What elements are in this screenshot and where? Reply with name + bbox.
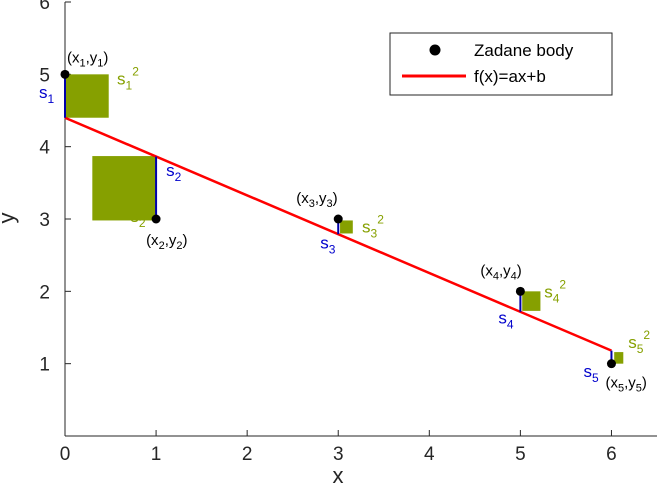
residual-label: s5 xyxy=(583,362,599,385)
residual-label: s2 xyxy=(166,161,182,184)
point-label: (x2,y2) xyxy=(146,232,187,252)
squared-residuals xyxy=(65,74,624,364)
legend-point-marker xyxy=(429,44,441,56)
y-tick-label: 2 xyxy=(39,282,50,303)
y-tick-label: 1 xyxy=(39,355,50,376)
x-tick-label: 5 xyxy=(515,444,526,465)
annotations: (x1,y1) (x2,y2) (x3,y3) (x4,y4) (x5,y5) s1 s2 s… xyxy=(39,49,650,394)
residual-label: s1 xyxy=(39,83,55,106)
x-axis-label: x xyxy=(333,463,344,488)
x-tick-label: 2 xyxy=(242,444,253,465)
y-tick-label: 3 xyxy=(39,210,50,231)
y-tick-label: 6 xyxy=(39,0,50,14)
residual-label: s3 xyxy=(320,234,336,257)
square-label: s52 xyxy=(628,328,650,356)
x-tick-label: 3 xyxy=(333,444,344,465)
square-label: s22 xyxy=(130,202,152,230)
data-points xyxy=(60,69,616,369)
square-label: s32 xyxy=(362,212,384,240)
legend-label-line: f(x)=ax+b xyxy=(474,67,546,86)
squared-residual-square xyxy=(614,352,624,364)
point-label: (x5,y5) xyxy=(605,375,646,395)
squared-residual-square xyxy=(340,220,353,234)
x-tick-label: 4 xyxy=(424,444,435,465)
legend-label-points: Zadane body xyxy=(474,41,574,60)
point-label: (x1,y1) xyxy=(67,49,108,69)
x-tick-label: 6 xyxy=(606,444,617,465)
point-label: (x3,y3) xyxy=(296,190,337,210)
data-point xyxy=(606,359,616,369)
squared-residual-square xyxy=(522,291,541,311)
y-tick-label: 5 xyxy=(39,65,50,86)
y-axis-label: y xyxy=(0,213,19,224)
axes: 0 1 2 3 4 5 6 1 2 3 4 5 6 xyxy=(39,0,657,465)
data-point xyxy=(515,286,525,296)
y-tick-label: 4 xyxy=(39,138,50,159)
data-point xyxy=(333,214,343,224)
residual-label: s4 xyxy=(498,309,514,332)
x-tick-label: 1 xyxy=(151,444,162,465)
legend: Zadane body f(x)=ax+b xyxy=(389,32,613,96)
data-point xyxy=(60,69,70,79)
squared-residual-square xyxy=(65,74,109,118)
point-label: (x4,y4) xyxy=(480,262,521,282)
square-label: s12 xyxy=(117,64,139,92)
squared-residual-square xyxy=(92,156,157,221)
x-tick-label: 0 xyxy=(60,444,71,465)
square-label: s42 xyxy=(544,277,566,305)
data-point xyxy=(151,214,161,224)
legend-box xyxy=(389,32,613,96)
